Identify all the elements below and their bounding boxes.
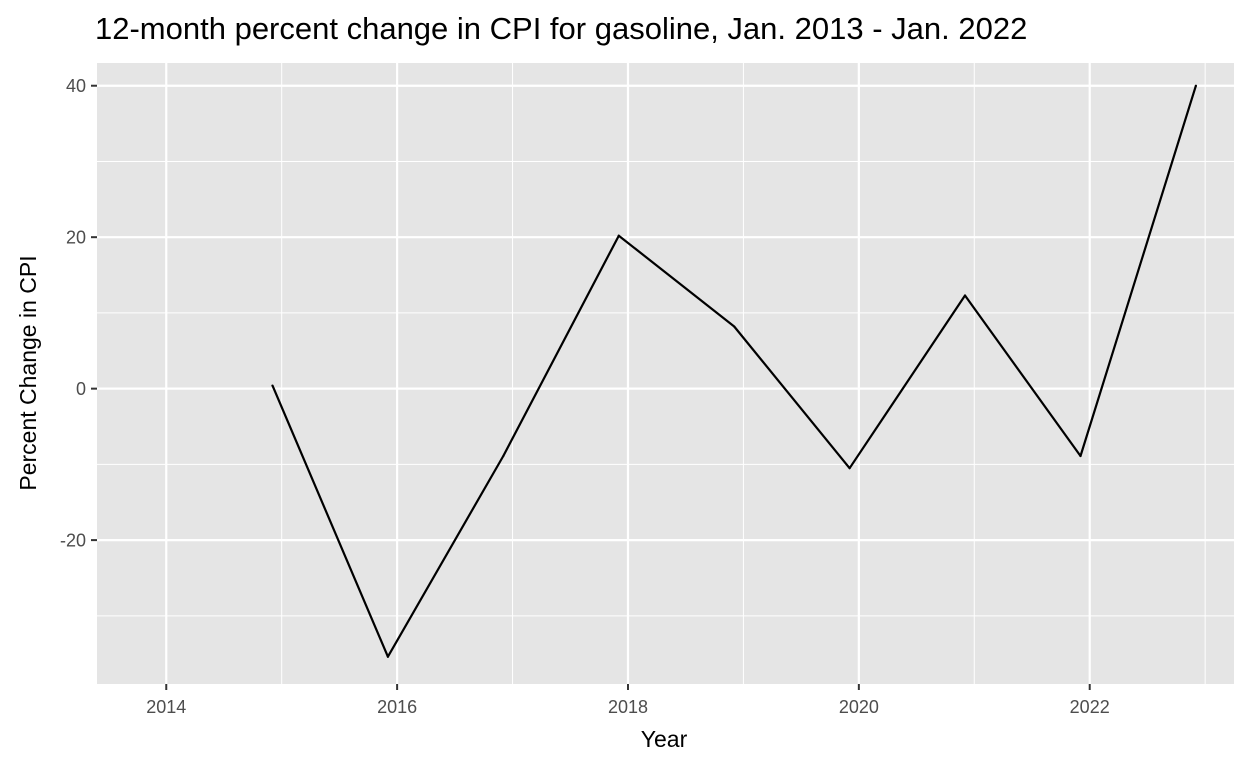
data-point <box>386 655 389 658</box>
y-tick-label: -20 <box>60 531 86 551</box>
x-tick-label: 2016 <box>377 697 417 717</box>
data-point <box>1194 84 1198 87</box>
data-point <box>1079 454 1082 458</box>
y-axis-labels: -20 0 20 40 <box>60 76 86 550</box>
chart-title: 12-month percent change in CPI for gasol… <box>95 11 1027 46</box>
x-tick-label: 2020 <box>839 697 879 717</box>
y-tick-label: 20 <box>66 228 86 248</box>
x-tick-label: 2018 <box>608 697 648 717</box>
axis-ticks <box>91 84 1091 690</box>
y-tick-label: 0 <box>76 379 86 399</box>
x-tick-label: 2014 <box>146 697 186 717</box>
data-point <box>848 467 851 470</box>
series-layer <box>271 84 1198 658</box>
x-axis-labels: 2014 2016 2018 2020 2022 <box>146 697 1109 717</box>
x-tick-label: 2022 <box>1070 697 1110 717</box>
data-point <box>617 234 620 237</box>
data-point <box>271 384 274 387</box>
x-axis-title: Year <box>641 726 688 752</box>
y-axis-title: Percent Change in CPI <box>15 255 41 490</box>
plot-panel <box>97 63 1234 684</box>
data-point <box>502 454 505 458</box>
data-point <box>733 325 736 328</box>
data-point <box>963 294 967 297</box>
major-gridlines <box>97 63 1234 684</box>
y-tick-label: 40 <box>66 76 86 96</box>
minor-gridlines <box>97 63 1234 684</box>
